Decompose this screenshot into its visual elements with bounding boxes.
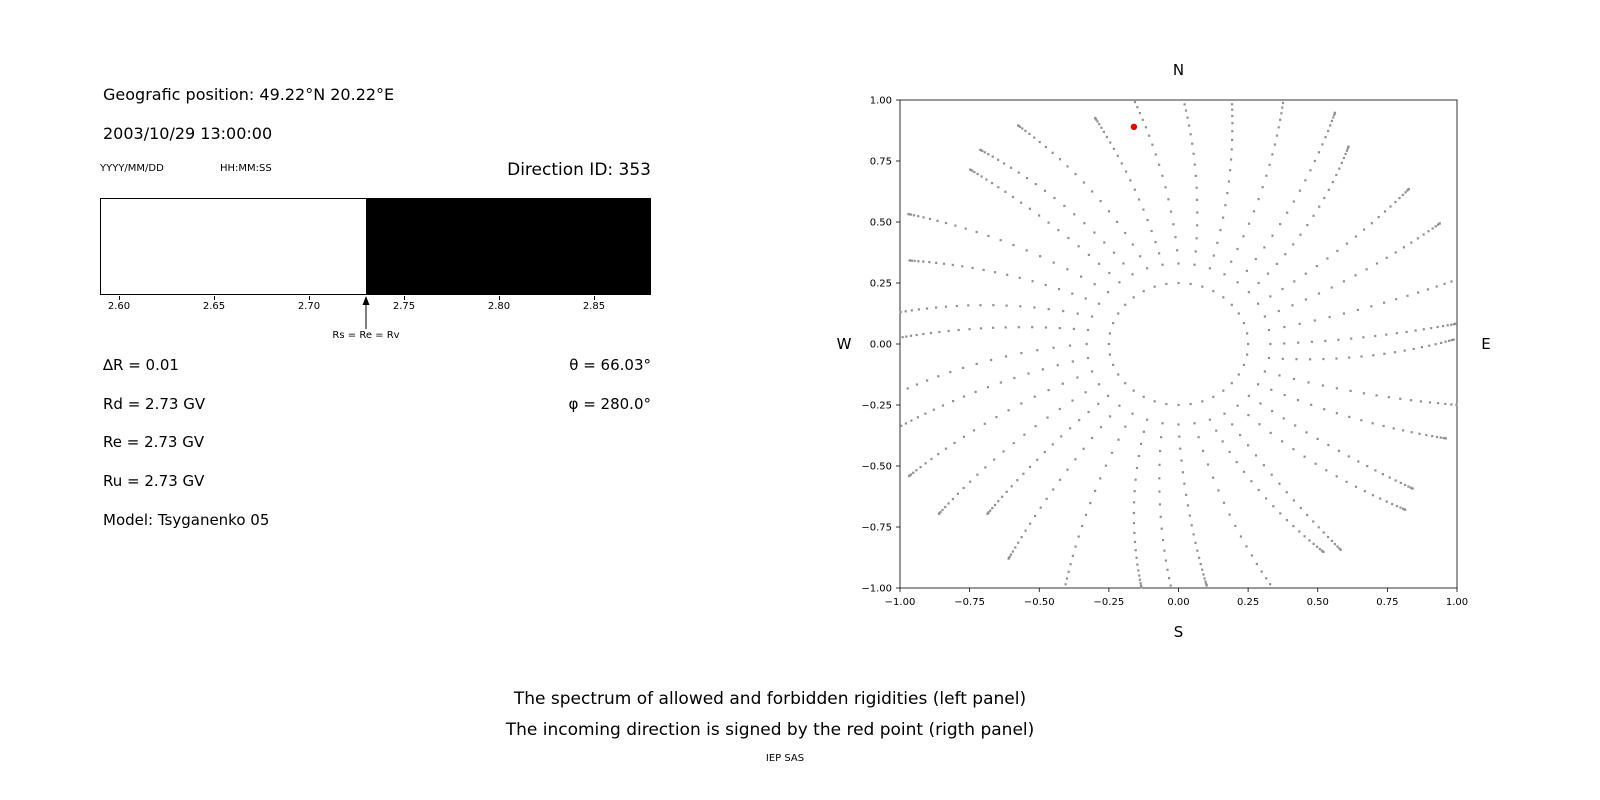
spectrum-tick-label: 2.85	[582, 301, 606, 312]
x-tick-label: −0.75	[954, 597, 985, 608]
spectrum-tick-mark	[308, 296, 310, 300]
param-phi: φ = 280.0°	[568, 394, 651, 413]
y-tick-label: 1.00	[870, 96, 892, 107]
parameters-left-column: ∆R = 0.01 Rd = 2.73 GV Re = 2.73 GV Ru =…	[103, 346, 269, 539]
spectrum-tick-label: 2.60	[107, 301, 131, 312]
spectrum-plot	[100, 198, 651, 295]
param-theta: θ = 66.03°	[569, 356, 651, 374]
credit-text: IEP SAS	[765, 753, 805, 764]
spectrum-tick-mark	[498, 296, 500, 300]
y-tick-label: −0.75	[861, 523, 892, 534]
spectrum-tick-mark	[593, 296, 595, 300]
date-format-label: YYYY/MM/DD	[100, 163, 164, 174]
x-tick-label: −1.00	[885, 597, 916, 608]
red-point	[1130, 123, 1138, 131]
y-tick-label: 0.00	[870, 340, 892, 351]
figure-caption: The spectrum of allowed and forbidden ri…	[0, 684, 1540, 764]
x-tick-label: −0.50	[1024, 597, 1055, 608]
x-tick-label: 0.00	[1167, 597, 1189, 608]
direction-id-label: Direction ID: 353	[507, 160, 651, 180]
y-tick-label: 0.75	[870, 157, 892, 168]
x-tick-label: 1.00	[1446, 597, 1468, 608]
spectrum-tick-label: 2.75	[392, 301, 416, 312]
geo-position-text: Geografic position: 49.22°N 20.22°E	[103, 85, 395, 104]
datetime-text: 2003/10/29 13:00:00	[103, 124, 273, 143]
y-tick-label: −0.25	[861, 401, 892, 412]
forbidden-region	[366, 199, 650, 294]
compass-south: S	[1174, 623, 1184, 641]
x-tick-label: −0.25	[1094, 597, 1125, 608]
param-re: Re = 2.73 GV	[103, 433, 205, 452]
y-tick-label: 0.25	[870, 279, 892, 290]
x-tick-label: 0.50	[1307, 597, 1329, 608]
parameters-right-column: θ = 66.03° φ = 280.0°	[460, 346, 651, 423]
spectrum-tick-label: 2.65	[202, 301, 226, 312]
spectrum-tick-mark	[118, 296, 120, 300]
compass-east: E	[1481, 335, 1490, 353]
caption-line-1: The spectrum of allowed and forbidden ri…	[513, 689, 1027, 709]
y-tick-label: −0.50	[861, 462, 892, 473]
param-rd: Rd = 2.73 GV	[103, 394, 206, 413]
y-tick-label: 0.50	[870, 218, 892, 229]
caption-line-2: The incoming direction is signed by the …	[505, 720, 1035, 740]
param-ru: Ru = 2.73 GV	[103, 472, 205, 491]
direction-plot: −1.00 −0.75 −0.50 −0.25 0.00 0.25 0.50 0.75 1.00…	[837, 61, 1491, 641]
x-tick-label: 0.75	[1376, 597, 1398, 608]
param-delta-r: ∆R = 0.01	[103, 356, 179, 374]
spectrum-tick-mark	[213, 296, 215, 300]
compass-west: W	[837, 335, 852, 353]
spectrum-tick-mark	[403, 296, 405, 300]
time-format-label: HH:MM:SS	[220, 163, 272, 174]
spectrum-tick-label: 2.80	[487, 301, 511, 312]
spectrum-tick-label: 2.70	[297, 301, 321, 312]
y-tick-label: −1.00	[861, 584, 892, 595]
compass-north: N	[1173, 61, 1184, 79]
cutoff-arrow-icon	[362, 296, 370, 329]
plot-frame	[899, 99, 1458, 589]
asymptotic-direction-dots	[899, 101, 1458, 589]
cutoff-label: Rs = Re = Rv	[332, 330, 400, 341]
param-model: Model: Tsyganenko 05	[103, 510, 270, 529]
x-tick-label: 0.25	[1237, 597, 1259, 608]
